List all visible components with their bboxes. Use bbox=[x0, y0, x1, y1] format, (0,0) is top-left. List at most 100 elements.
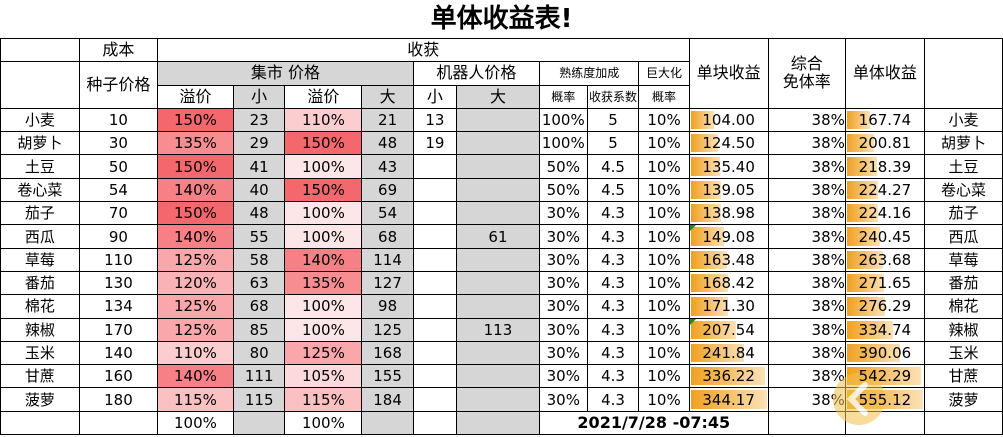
header-market-price: 集市 价格 bbox=[157, 61, 414, 86]
footer-blank bbox=[767, 410, 846, 436]
market-large: 168 bbox=[361, 340, 414, 366]
seed-price: 130 bbox=[78, 270, 159, 296]
unit-profit: 138.98 bbox=[688, 201, 769, 226]
data-bar bbox=[690, 343, 745, 363]
header-blank bbox=[923, 38, 1003, 109]
data-bar bbox=[846, 204, 878, 223]
crop-name: 卷心菜 bbox=[0, 177, 80, 203]
premium-small: 110% bbox=[157, 340, 234, 366]
crop-name: 棉花 bbox=[0, 294, 80, 319]
harvest-coef: 5 bbox=[586, 107, 640, 133]
table-row: 辣椒 170 125% 85 100% 125 113 30% 4.3 10% 207.54 38% 3… bbox=[0, 317, 1003, 342]
skill-prob: 30% bbox=[538, 270, 588, 296]
market-large: 68 bbox=[361, 224, 414, 249]
footer-blank bbox=[844, 410, 925, 436]
premium-small: 125% bbox=[157, 317, 234, 342]
avoid-rate: 38% bbox=[767, 340, 846, 366]
data-bar bbox=[846, 227, 880, 246]
crop-name-right: 西瓜 bbox=[923, 224, 1003, 249]
header-giant-prob: 概率 bbox=[638, 84, 690, 109]
premium-large: 100% bbox=[284, 294, 363, 319]
robot-large bbox=[455, 247, 540, 272]
single-profit-value: 555.12 bbox=[858, 390, 912, 409]
data-bar bbox=[846, 343, 901, 363]
market-small: 40 bbox=[232, 177, 286, 203]
data-bar bbox=[846, 157, 877, 176]
data-bar bbox=[690, 180, 722, 200]
comment-marker-icon bbox=[690, 319, 696, 325]
giant-prob: 10% bbox=[638, 224, 690, 249]
unit-profit: 336.22 bbox=[688, 364, 769, 389]
robot-small bbox=[412, 340, 457, 366]
single-profit-value: 542.29 bbox=[858, 367, 912, 386]
crop-name-right: 辣椒 bbox=[923, 317, 1003, 342]
robot-small bbox=[412, 247, 457, 272]
robot-large bbox=[455, 154, 540, 179]
skill-prob: 50% bbox=[538, 177, 588, 203]
premium-large: 100% bbox=[284, 224, 363, 249]
avoid-rate: 38% bbox=[767, 224, 846, 249]
table-row: 胡萝卜 30 135% 29 150% 48 19 100% 5 10% 124.50 38% 200.… bbox=[0, 131, 1003, 156]
data-bar bbox=[690, 110, 714, 130]
giant-prob: 10% bbox=[638, 154, 690, 179]
avoid-rate: 38% bbox=[767, 131, 846, 156]
skill-prob: 100% bbox=[538, 131, 588, 156]
single-profit-value: 263.68 bbox=[858, 250, 912, 269]
crop-name-right: 卷心菜 bbox=[923, 177, 1003, 203]
robot-small: 13 bbox=[412, 107, 457, 133]
single-profit: 263.68 bbox=[844, 247, 925, 272]
premium-small: 115% bbox=[157, 387, 234, 412]
footer-blank bbox=[455, 410, 540, 436]
crop-name-right: 土豆 bbox=[923, 154, 1003, 179]
footer-small bbox=[232, 410, 286, 436]
premium-large: 135% bbox=[284, 270, 363, 296]
unit-profit: 171.30 bbox=[688, 294, 769, 319]
table-row: 土豆 50 150% 41 100% 43 50% 4.5 10% 135.40 38% 218.39… bbox=[0, 154, 1003, 179]
harvest-coef: 4.3 bbox=[586, 247, 640, 272]
premium-large: 100% bbox=[284, 154, 363, 179]
giant-prob: 10% bbox=[638, 131, 690, 156]
skill-prob: 30% bbox=[538, 224, 588, 249]
table-row: 菠萝 180 115% 115 115% 184 30% 4.3 10% 344.17 38% 555… bbox=[0, 387, 1003, 412]
data-bar bbox=[690, 227, 724, 246]
skill-prob: 30% bbox=[538, 247, 588, 272]
harvest-coef: 4.3 bbox=[586, 364, 640, 389]
data-bar bbox=[690, 157, 721, 176]
harvest-coef: 4.3 bbox=[586, 270, 640, 296]
crop-name-right: 玉米 bbox=[923, 340, 1003, 366]
avoid-rate: 38% bbox=[767, 270, 846, 296]
market-small: 111 bbox=[232, 364, 286, 389]
single-profit-value: 276.29 bbox=[858, 297, 912, 316]
premium-small: 140% bbox=[157, 224, 234, 249]
premium-small: 140% bbox=[157, 364, 234, 389]
avoid-rate: 38% bbox=[767, 201, 846, 226]
header-unit-profit: 单块收益 bbox=[688, 38, 769, 109]
skill-prob: 30% bbox=[538, 317, 588, 342]
robot-large bbox=[455, 340, 540, 366]
table-row: 小麦 10 150% 23 110% 21 13 100% 5 10% 104.00 38% 167.7… bbox=[0, 107, 1003, 133]
market-large: 69 bbox=[361, 177, 414, 203]
single-profit: 240.45 bbox=[844, 224, 925, 249]
data-bar bbox=[690, 367, 765, 386]
seed-price: 134 bbox=[78, 294, 159, 319]
header-premium-small: 溢价 bbox=[157, 84, 234, 109]
table-row: 西瓜 90 140% 55 100% 68 61 30% 4.3 10% 149.08 38% 240.… bbox=[0, 224, 1003, 249]
header-robot-small: 小 bbox=[412, 84, 457, 109]
giant-prob: 10% bbox=[638, 201, 690, 226]
harvest-coef: 4.3 bbox=[586, 224, 640, 249]
comment-marker-icon bbox=[690, 225, 696, 232]
robot-small bbox=[412, 201, 457, 226]
skill-prob: 30% bbox=[538, 387, 588, 412]
premium-large: 140% bbox=[284, 247, 363, 272]
premium-large: 125% bbox=[284, 340, 363, 366]
footer-timestamp: 2021/7/28 -07:45 bbox=[538, 410, 769, 436]
crop-name: 茄子 bbox=[0, 201, 80, 226]
premium-small: 150% bbox=[157, 201, 234, 226]
giant-prob: 10% bbox=[638, 177, 690, 203]
single-profit-value: 390.06 bbox=[858, 344, 912, 362]
crop-name: 玉米 bbox=[0, 340, 80, 366]
robot-large bbox=[455, 107, 540, 133]
data-bar bbox=[846, 180, 878, 200]
footer-large bbox=[361, 410, 414, 436]
unit-profit-value: 163.48 bbox=[702, 250, 755, 269]
